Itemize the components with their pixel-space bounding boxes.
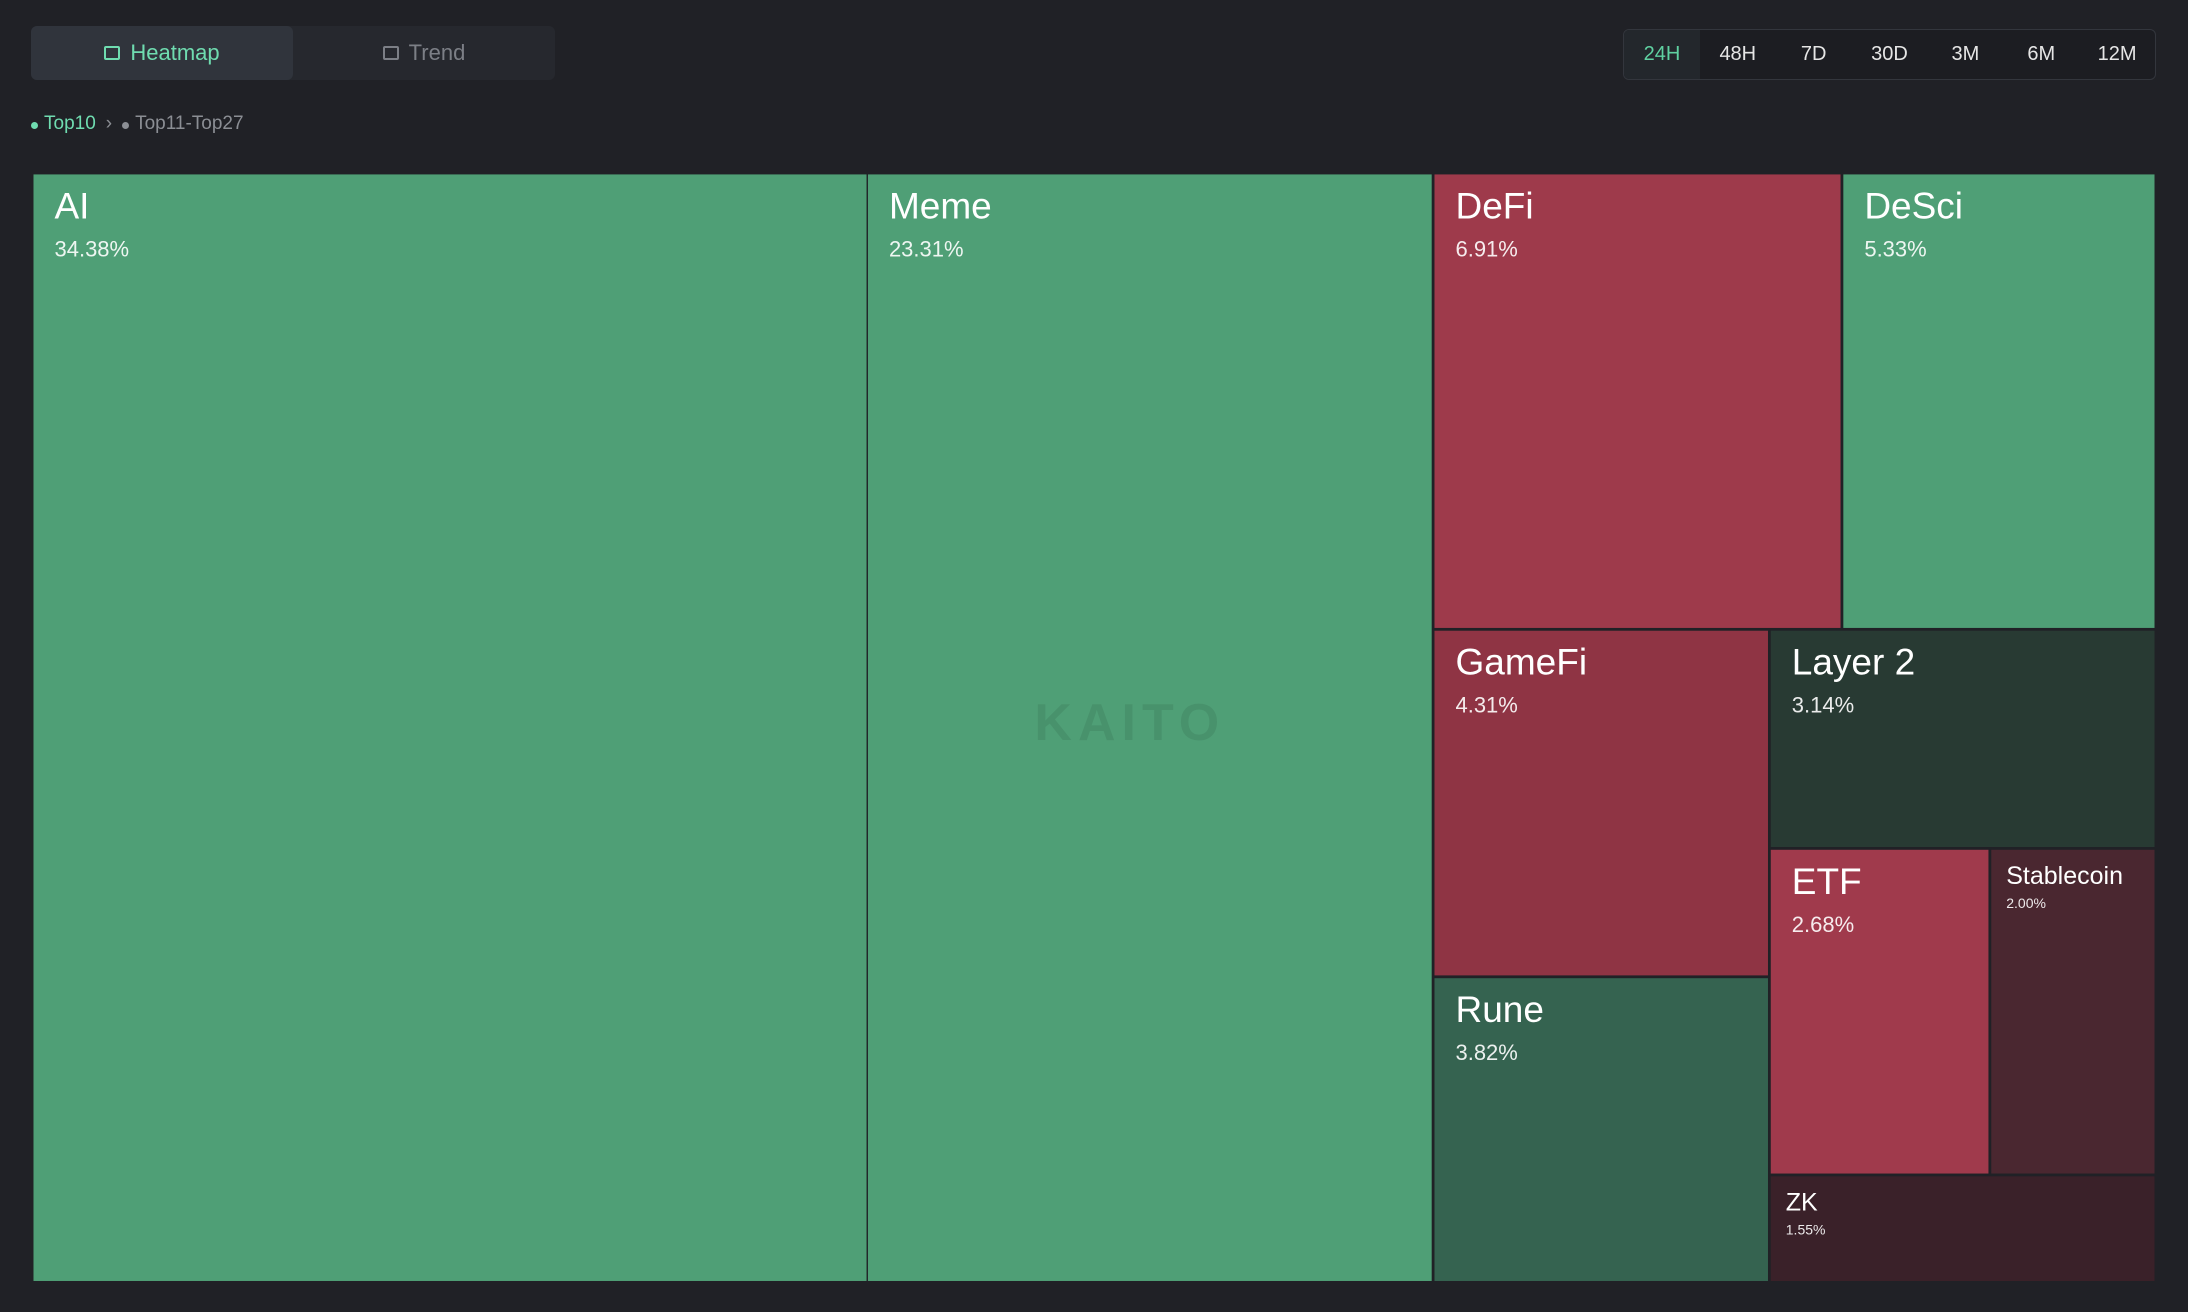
treemap-tile	[33, 174, 867, 1281]
treemap-tile	[1991, 849, 2155, 1174]
view-tabs: Heatmap Trend	[31, 26, 555, 80]
tile-label: Rune	[1455, 989, 1543, 1030]
timeframe-option[interactable]: 7D	[1800, 43, 1827, 65]
treemap-tile	[1434, 630, 1768, 976]
tab-label: Trend	[408, 40, 466, 65]
tile-value-label: 23.31%	[889, 236, 964, 261]
tile-label: AI	[54, 185, 89, 226]
timeframe-option[interactable]: 30D	[1871, 43, 1908, 65]
tile-label: DeFi	[1455, 185, 1533, 226]
crumb[interactable]: Top11-Top27	[122, 113, 244, 135]
crumb[interactable]: Top10	[31, 113, 96, 135]
timeframe-option[interactable]: 48H	[1719, 43, 1757, 65]
tab-label: Heatmap	[130, 40, 220, 65]
timeframe-option[interactable]: 24H	[1624, 30, 1700, 79]
treemap-tile	[1434, 174, 1841, 628]
timeframe-option[interactable]: 12M	[2097, 43, 2137, 65]
tile-label: Meme	[889, 185, 992, 226]
breadcrumb: Top10 › Top11-Top27	[31, 113, 244, 135]
tile-value-label: 6.91%	[1455, 236, 1517, 261]
timeframe-option[interactable]: 3M	[1951, 43, 1980, 65]
tab-heatmap[interactable]: Heatmap	[31, 26, 293, 80]
tile-label: Layer 2	[1792, 642, 1915, 683]
crumb-label: Top11-Top27	[135, 113, 244, 134]
tile-value-label: 1.55%	[1786, 1221, 1826, 1237]
tile-label: ETF	[1792, 861, 1862, 902]
tile-label: ZK	[1786, 1188, 1818, 1216]
treemap-tile	[1770, 630, 2155, 848]
treemap-tile	[1770, 1176, 2155, 1281]
tile-value-label: 3.82%	[1455, 1040, 1517, 1065]
tile-value-label: 3.14%	[1792, 693, 1854, 718]
tile-label: Stablecoin	[2006, 862, 2123, 890]
tile-value-label: 5.33%	[1864, 236, 1926, 261]
crumb-label: Top10	[44, 113, 96, 134]
treemap-tile	[1434, 978, 1768, 1281]
tile-value-label: 34.38%	[54, 236, 129, 261]
tile-value-label: 2.68%	[1792, 912, 1854, 937]
tile-value-label: 2.00%	[2006, 895, 2046, 911]
timeframe-option[interactable]: 6M	[2027, 43, 2056, 65]
crumb-separator: ›	[105, 113, 113, 134]
treemap-tile	[867, 174, 1432, 1281]
tab-trend[interactable]: Trend	[293, 26, 555, 80]
tile-label: DeSci	[1864, 185, 1963, 226]
watermark: KAITO	[1034, 694, 1225, 752]
timeframe-selector: 24H 48H 7D 30D 3M 6M 12M	[1623, 29, 2156, 80]
tile-value-label: 4.31%	[1455, 693, 1517, 718]
treemap-tile	[1843, 174, 2155, 628]
treemap-tile	[1770, 849, 1989, 1174]
tile-label: GameFi	[1455, 642, 1587, 683]
